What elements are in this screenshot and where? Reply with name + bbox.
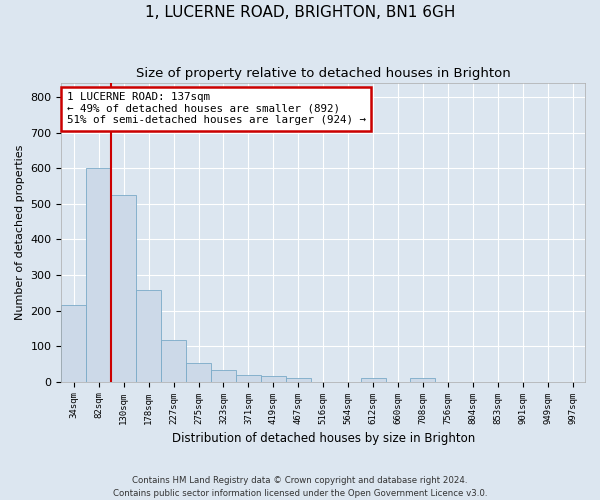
Bar (236, 374, 261, 382)
Bar (161, 340, 186, 382)
X-axis label: Distribution of detached houses by size in Brighton: Distribution of detached houses by size … (172, 432, 475, 445)
Title: Size of property relative to detached houses in Brighton: Size of property relative to detached ho… (136, 68, 511, 80)
Bar (361, 378, 386, 382)
Bar (211, 370, 236, 382)
Bar (286, 378, 311, 382)
Bar (111, 195, 136, 382)
Bar (86, 168, 111, 382)
Bar (136, 290, 161, 382)
Bar (61, 306, 86, 382)
Text: 1 LUCERNE ROAD: 137sqm
← 49% of detached houses are smaller (892)
51% of semi-de: 1 LUCERNE ROAD: 137sqm ← 49% of detached… (67, 92, 365, 125)
Bar (410, 378, 436, 382)
Y-axis label: Number of detached properties: Number of detached properties (15, 144, 25, 320)
Bar (261, 376, 286, 382)
Text: 1, LUCERNE ROAD, BRIGHTON, BN1 6GH: 1, LUCERNE ROAD, BRIGHTON, BN1 6GH (145, 5, 455, 20)
Text: Contains HM Land Registry data © Crown copyright and database right 2024.
Contai: Contains HM Land Registry data © Crown c… (113, 476, 487, 498)
Bar (186, 363, 211, 382)
